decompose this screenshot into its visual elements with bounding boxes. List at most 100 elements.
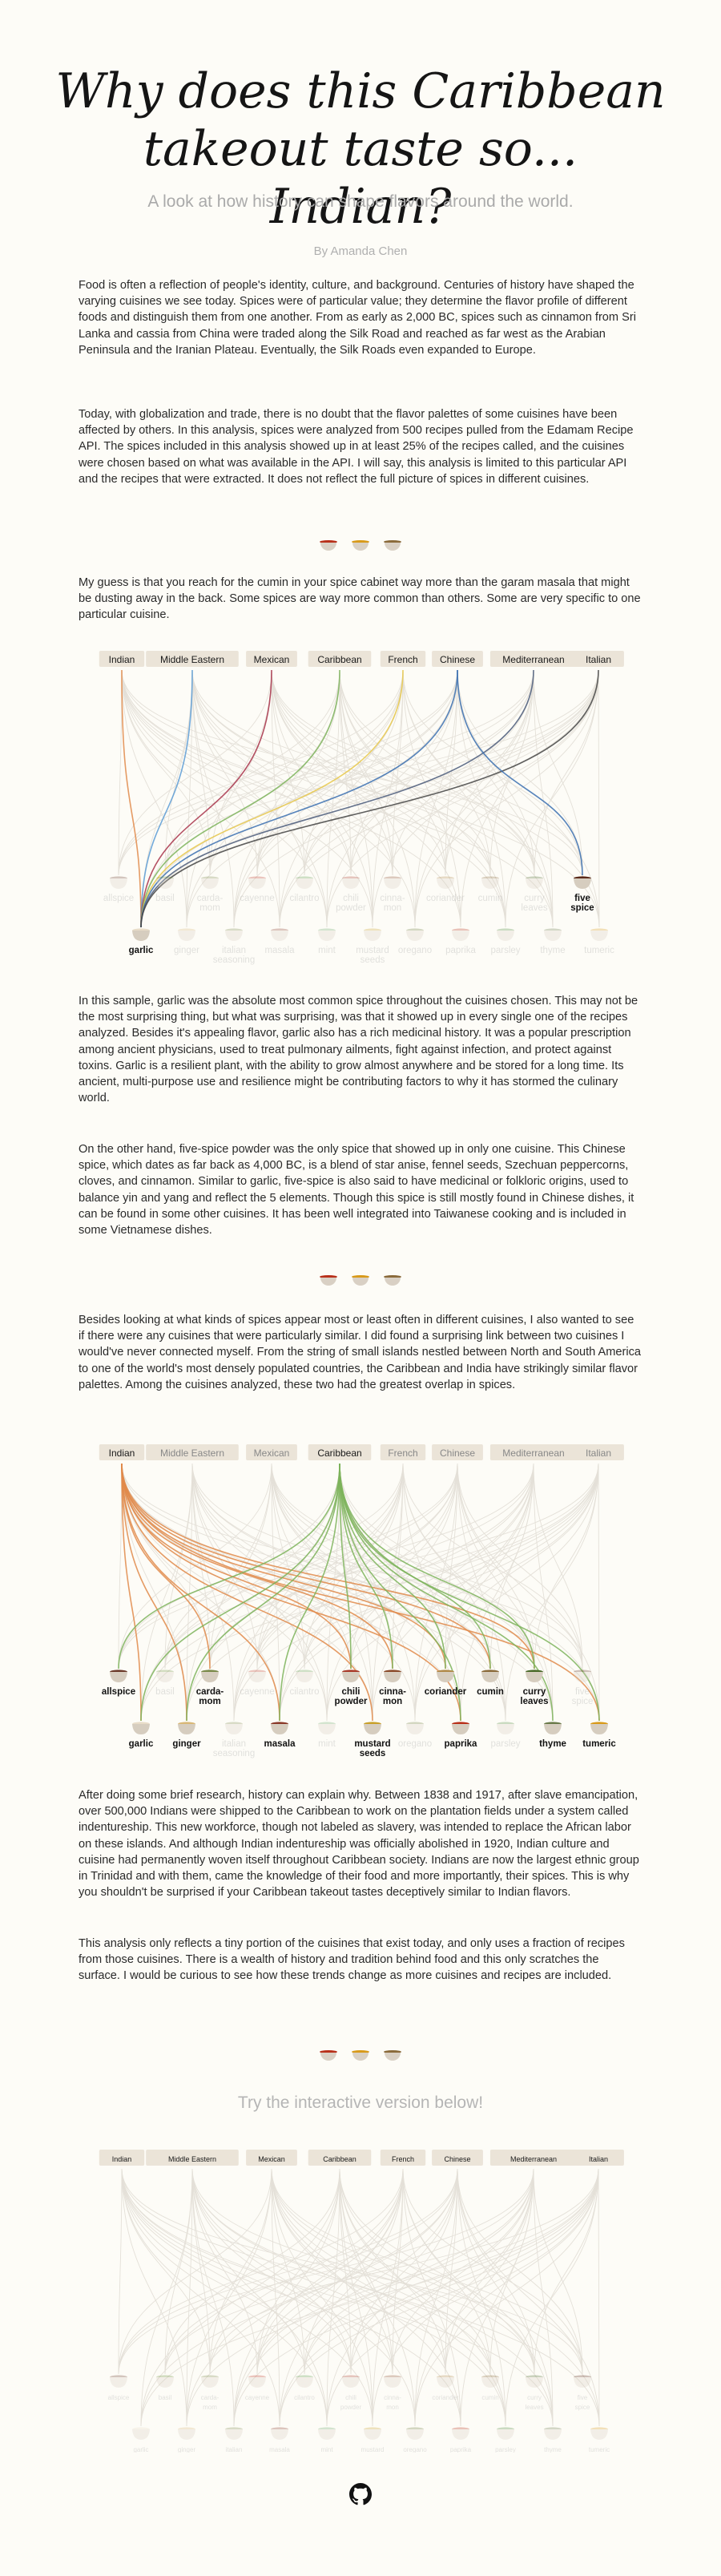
cuisine-french[interactable]: French [380, 651, 426, 667]
github-icon[interactable] [349, 2483, 372, 2505]
spice-allspice[interactable]: allspice [103, 876, 134, 903]
spice-parsley[interactable]: parsley [490, 1722, 521, 1749]
cuisine-mexican[interactable]: Mexican [246, 1444, 297, 1460]
cuisine-caribbean[interactable]: Caribbean [308, 1444, 372, 1460]
cuisine-french[interactable]: French [380, 2150, 426, 2166]
spice-basil[interactable]: basil [156, 2375, 174, 2401]
spice-cayenne[interactable]: cayenne [240, 876, 275, 903]
spice-cinna-mon[interactable]: cinna-mon [380, 876, 405, 913]
spice-cinna-mon[interactable]: cinna-mon [384, 2375, 401, 2411]
spice-cilantro[interactable]: cilantro [289, 1670, 320, 1697]
cuisine-mexican[interactable]: Mexican [246, 651, 297, 667]
cuisine-caribbean[interactable]: Caribbean [308, 2150, 372, 2166]
cuisine-italian[interactable]: Italian [573, 2150, 624, 2166]
link-faint [505, 2168, 599, 2427]
spice-tumeric[interactable]: tumeric [582, 1722, 616, 1749]
spice-thyme[interactable]: thyme [539, 1722, 566, 1749]
spice-coriander[interactable]: coriander [426, 876, 465, 903]
spice-mint[interactable]: mint [318, 1722, 336, 1749]
spice-oregano[interactable]: oregano [398, 1722, 432, 1749]
spice-basil[interactable]: basil [155, 876, 175, 903]
cuisine-indian[interactable]: Indian [99, 2150, 145, 2166]
spice-parsley[interactable]: parsley [495, 2427, 516, 2453]
spice-garlic[interactable]: garlic [132, 2427, 150, 2453]
cuisine-italian[interactable]: Italian [573, 1444, 624, 1460]
cuisine-spice-diagram-overlap[interactable]: Indian Middle Eastern Mexican Caribbean Fren… [0, 1435, 721, 1775]
spice-bowl-top [110, 876, 127, 881]
spice-thyme[interactable]: thyme [540, 928, 566, 955]
spice-paprika[interactable]: paprika [445, 928, 476, 955]
spice-masala[interactable]: masala [269, 2427, 290, 2453]
spice-cilantro[interactable]: cilantro [289, 876, 320, 903]
spice-coriander[interactable]: coriander [432, 2375, 459, 2401]
cuisine-chinese[interactable]: Chinese [432, 2150, 483, 2166]
spice-mint[interactable]: mint [318, 928, 336, 955]
spice-cumin[interactable]: cumin [477, 1670, 504, 1697]
spice-thyme[interactable]: thyme [544, 2427, 562, 2453]
cuisine-chinese[interactable]: Chinese [432, 1444, 483, 1460]
cuisine-spice-diagram-interactive[interactable]: Indian Middle Eastern Mexican Caribbean Fren… [0, 2140, 721, 2453]
cuisine-mexican[interactable]: Mexican [246, 2150, 297, 2166]
cuisine-mediterranean[interactable]: Mediterranean [489, 1444, 578, 1460]
spice-mint[interactable]: mint [318, 2427, 336, 2453]
cuisine-indian[interactable]: Indian [99, 1444, 145, 1460]
cuisine-middle-eastern[interactable]: Middle Eastern [146, 2150, 239, 2166]
spice-cumin[interactable]: cumin [481, 2375, 499, 2401]
cuisine-caribbean[interactable]: Caribbean [308, 651, 372, 667]
spice-coriander[interactable]: coriander [425, 1670, 467, 1697]
spice-tumeric[interactable]: tumeric [584, 928, 614, 955]
spice-paprika[interactable]: paprika [450, 2427, 472, 2453]
spice-bowl-top [318, 928, 336, 933]
spice-oregano[interactable]: oregano [403, 2427, 427, 2453]
cuisine-middle-eastern[interactable]: Middle Eastern [146, 651, 239, 667]
spice-bowl-top [497, 1722, 514, 1726]
spice-cinna-mon[interactable]: cinna-mon [379, 1670, 406, 1706]
spice-allspice[interactable]: allspice [108, 2375, 130, 2401]
link-faint [414, 2168, 599, 2427]
cuisine-middle-eastern[interactable]: Middle Eastern [146, 1444, 239, 1460]
spice-cilantro[interactable]: cilantro [294, 2375, 315, 2401]
cuisine-french[interactable]: French [380, 1444, 426, 1460]
cuisine-mediterranean[interactable]: Mediterranean [489, 651, 578, 667]
cuisine-italian[interactable]: Italian [573, 651, 624, 667]
spice-cumin[interactable]: cumin [478, 876, 503, 903]
spice-ginger[interactable]: ginger [174, 928, 199, 955]
cuisine-chinese[interactable]: Chinese [432, 651, 483, 667]
spice-paprika[interactable]: paprika [445, 1722, 478, 1749]
spice-garlic[interactable]: garlic [129, 928, 154, 955]
link-indian-curry-leaves [121, 1463, 535, 1670]
spice-garlic[interactable]: garlic [129, 1722, 154, 1749]
spice-cayenne[interactable]: cayenne [240, 1670, 275, 1697]
spice-parsley[interactable]: parsley [490, 928, 521, 955]
spice-carda-mom[interactable]: carda-mom [201, 2375, 220, 2411]
spice-oregano[interactable]: oregano [398, 928, 432, 955]
spice-allspice[interactable]: allspice [102, 1670, 135, 1697]
spice-masala[interactable]: masala [264, 928, 295, 955]
spice-carda-mom[interactable]: carda-mom [197, 876, 224, 913]
spice-tumeric[interactable]: tumeric [589, 2427, 610, 2453]
spice-ginger[interactable]: ginger [178, 2427, 196, 2453]
spice-masala[interactable]: masala [264, 1722, 296, 1749]
spice-ginger[interactable]: ginger [172, 1722, 201, 1749]
cuisine-mediterranean[interactable]: Mediterranean [489, 2150, 578, 2166]
spice-carda-mom[interactable]: carda-mom [196, 1670, 224, 1706]
spice-basil[interactable]: basil [155, 1670, 175, 1697]
spice-cayenne[interactable]: cayenne [245, 2375, 270, 2401]
cuisine-indian[interactable]: Indian [99, 651, 145, 667]
cuisine-spice-diagram-common[interactable]: Indian Middle Eastern Mexican Caribbean Fren… [0, 641, 721, 982]
